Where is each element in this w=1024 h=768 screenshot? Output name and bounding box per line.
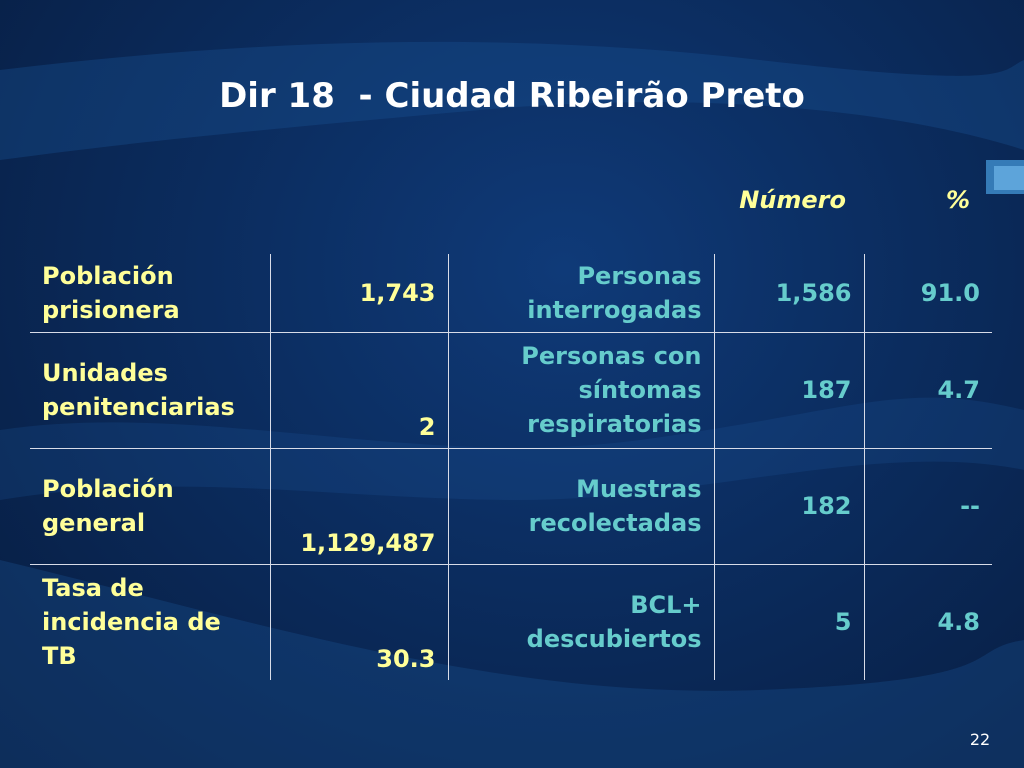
row-numero: 5 [713, 563, 864, 680]
table-row: Tasa de incidencia de TB 30.3 BCL+ descu… [30, 563, 992, 680]
table-row: Unidades penitenciarias 2 Personas con s… [30, 331, 992, 448]
data-table: Población prisionera 1,743 Personas inte… [30, 254, 992, 680]
row-percent: -- [863, 447, 992, 564]
row-numero: 182 [713, 447, 864, 564]
row-measure: BCL+ descubiertos [447, 563, 714, 680]
row-value: 2 [269, 331, 448, 448]
row-measure: Personas con síntomas respiratorias [447, 331, 714, 448]
table-row: Población prisionera 1,743 Personas inte… [30, 254, 992, 332]
column-header-percent: % [945, 186, 970, 214]
row-label: Tasa de incidencia de TB [30, 563, 270, 680]
row-label: Unidades penitenciarias [30, 331, 270, 448]
table-row: Población general 1,129,487 Muestras rec… [30, 447, 992, 564]
row-label: Población general [30, 447, 270, 564]
row-value: 30.3 [269, 563, 448, 680]
row-measure: Personas interrogadas [447, 254, 714, 332]
page-number: 22 [969, 730, 991, 749]
row-measure: Muestras recolectadas [447, 447, 714, 564]
row-value: 1,129,487 [269, 447, 448, 564]
row-percent: 4.8 [863, 563, 992, 680]
row-percent: 91.0 [863, 254, 992, 332]
row-value: 1,743 [269, 254, 448, 332]
row-numero: 187 [713, 331, 864, 448]
row-percent: 4.7 [863, 331, 992, 448]
column-header-numero: Número [739, 186, 846, 214]
row-numero: 1,586 [713, 254, 864, 332]
row-label: Población prisionera [42, 261, 180, 324]
slide-title: Dir 18 - Ciudad Ribeirão Preto [219, 76, 805, 116]
